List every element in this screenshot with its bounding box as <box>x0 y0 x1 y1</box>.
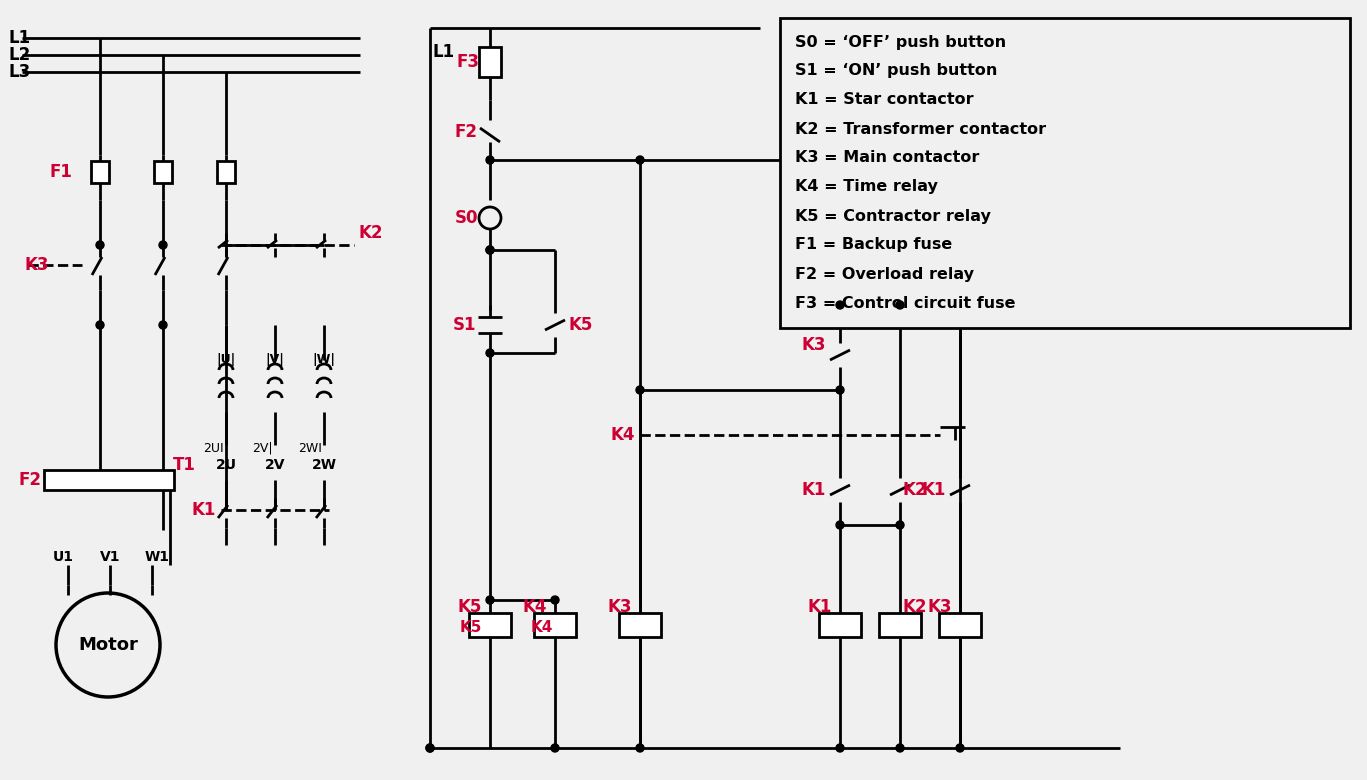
Circle shape <box>487 246 493 254</box>
Circle shape <box>837 744 843 752</box>
Text: K4 = Time relay: K4 = Time relay <box>796 179 938 194</box>
Text: K3: K3 <box>25 256 49 274</box>
Circle shape <box>487 596 493 604</box>
Text: K1 = Star contactor: K1 = Star contactor <box>796 93 973 108</box>
Text: |V|: |V| <box>265 353 284 367</box>
Text: K5: K5 <box>459 621 483 636</box>
Text: K1: K1 <box>191 501 216 519</box>
Text: K2 = Transformer contactor: K2 = Transformer contactor <box>796 122 1046 136</box>
Text: L2: L2 <box>8 46 30 64</box>
Text: T1: T1 <box>174 456 195 474</box>
Text: 2UI: 2UI <box>204 441 224 455</box>
Circle shape <box>895 301 904 309</box>
Text: |W|: |W| <box>313 353 335 367</box>
Circle shape <box>636 744 644 752</box>
Text: F2 = Overload relay: F2 = Overload relay <box>796 267 975 282</box>
Bar <box>92 161 109 183</box>
Text: |U|: |U| <box>216 353 235 367</box>
Circle shape <box>551 596 559 604</box>
Circle shape <box>956 744 964 752</box>
Text: 2U: 2U <box>216 458 236 472</box>
Text: S0: S0 <box>454 209 478 227</box>
Text: L3: L3 <box>8 63 30 81</box>
Text: K3: K3 <box>607 598 632 616</box>
Bar <box>819 613 861 637</box>
Text: F2: F2 <box>455 123 478 141</box>
Text: K5: K5 <box>853 261 878 279</box>
Text: K5 = Contractor relay: K5 = Contractor relay <box>796 208 991 224</box>
Text: K2: K2 <box>360 224 384 242</box>
Text: F3: F3 <box>457 53 480 71</box>
Circle shape <box>487 156 493 164</box>
Text: L1: L1 <box>432 43 454 61</box>
Text: K2: K2 <box>904 481 927 499</box>
Text: V1: V1 <box>100 550 120 564</box>
Circle shape <box>96 321 104 329</box>
Text: K5: K5 <box>458 598 483 616</box>
Circle shape <box>551 744 559 752</box>
Bar <box>781 18 1351 328</box>
Circle shape <box>636 386 644 394</box>
Text: 2WI: 2WI <box>298 441 323 455</box>
Text: U1: U1 <box>52 550 74 564</box>
Circle shape <box>487 246 493 254</box>
Text: F3 = Control circuit fuse: F3 = Control circuit fuse <box>796 296 1016 310</box>
Text: 2V: 2V <box>265 458 286 472</box>
Circle shape <box>636 156 644 164</box>
Text: K1: K1 <box>921 481 946 499</box>
Text: S1 = ‘ON’ push button: S1 = ‘ON’ push button <box>796 63 998 79</box>
Text: F1: F1 <box>49 163 72 181</box>
Circle shape <box>427 744 433 752</box>
Text: L1: L1 <box>8 29 30 47</box>
Text: 2W: 2W <box>312 458 336 472</box>
Text: 2V|: 2V| <box>253 441 273 455</box>
Text: K4: K4 <box>611 426 636 444</box>
Bar <box>879 613 921 637</box>
Bar <box>619 613 662 637</box>
Bar <box>534 613 576 637</box>
Bar <box>939 613 982 637</box>
Text: S1: S1 <box>452 316 476 334</box>
Text: K4: K4 <box>530 621 554 636</box>
Circle shape <box>895 521 904 529</box>
Text: K3 = Main contactor: K3 = Main contactor <box>796 151 979 165</box>
Circle shape <box>427 744 433 752</box>
Text: F1 = Backup fuse: F1 = Backup fuse <box>796 237 953 253</box>
Bar <box>154 161 172 183</box>
Circle shape <box>159 321 167 329</box>
Text: K3: K3 <box>927 598 951 616</box>
Text: Motor: Motor <box>78 636 138 654</box>
Text: K4: K4 <box>522 598 547 616</box>
Circle shape <box>895 744 904 752</box>
Text: K1: K1 <box>808 598 833 616</box>
Text: K3: K3 <box>801 336 826 354</box>
Text: K5: K5 <box>569 316 592 334</box>
Circle shape <box>96 241 104 249</box>
Circle shape <box>837 301 843 309</box>
Text: K2: K2 <box>904 598 927 616</box>
Bar <box>469 613 511 637</box>
Circle shape <box>159 241 167 249</box>
Bar <box>478 47 500 77</box>
Text: K1: K1 <box>801 481 826 499</box>
Text: W1: W1 <box>145 550 170 564</box>
Text: S0 = ‘OFF’ push button: S0 = ‘OFF’ push button <box>796 34 1006 49</box>
Circle shape <box>837 386 843 394</box>
Circle shape <box>837 521 843 529</box>
Bar <box>217 161 235 183</box>
Text: F2: F2 <box>19 471 42 489</box>
Bar <box>44 470 174 490</box>
Circle shape <box>487 349 493 357</box>
